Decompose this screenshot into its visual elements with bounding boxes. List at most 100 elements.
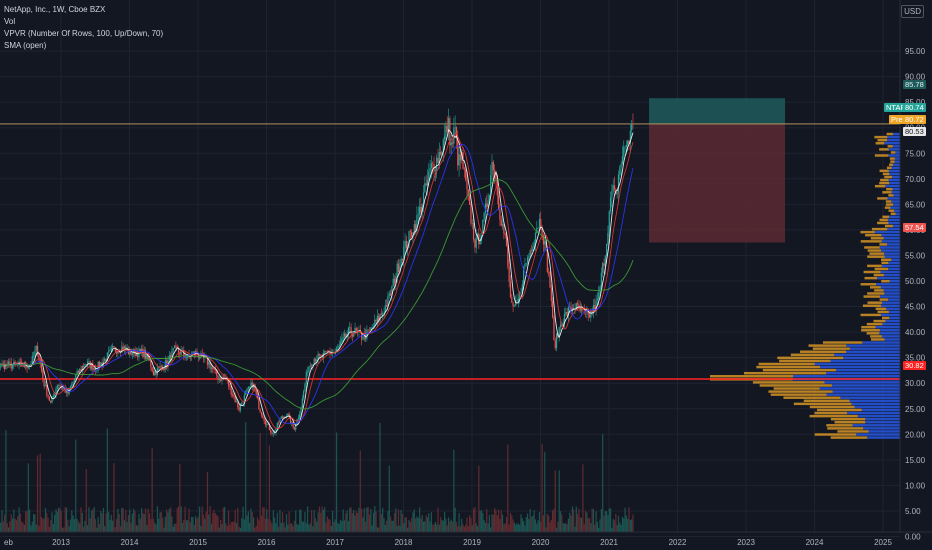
candle-body xyxy=(624,146,626,148)
volume-bar xyxy=(216,514,218,532)
candle-body xyxy=(325,350,327,352)
position-zones[interactable] xyxy=(649,98,785,243)
candle-body xyxy=(446,125,448,132)
candle-body xyxy=(458,154,460,166)
vpvr-down-row xyxy=(877,138,888,142)
vpvr-down-row xyxy=(770,393,827,396)
vpvr-up-row xyxy=(861,408,900,412)
candle-body xyxy=(206,357,209,365)
candle-body xyxy=(175,345,177,347)
time-axis[interactable]: eb 2013 2014 2015 2016 2017 2018 2019 2020 2021 20… xyxy=(0,531,932,547)
volume-bar xyxy=(152,518,155,532)
volume-bar xyxy=(521,518,523,532)
vpvr-down-row xyxy=(812,347,850,350)
candle-body xyxy=(55,388,57,395)
vpvr-down-row xyxy=(809,414,858,418)
volume-bar xyxy=(617,515,620,532)
vpvr-down-row xyxy=(863,270,881,274)
volume-bar xyxy=(97,517,99,532)
candle-body xyxy=(438,152,440,163)
volume-bar xyxy=(386,520,388,532)
vpvr-up-row xyxy=(887,243,900,246)
candle-body xyxy=(499,209,501,220)
volume-bar xyxy=(442,520,444,532)
candle-body xyxy=(222,376,224,378)
volume-bar xyxy=(416,516,418,532)
volume-bar xyxy=(262,507,264,532)
candle-body xyxy=(492,161,494,170)
vpvr-down-row xyxy=(803,399,850,403)
candle-body xyxy=(478,233,480,245)
volume-bar xyxy=(347,521,350,532)
volume-bar xyxy=(393,513,396,532)
vpvr-up-row xyxy=(830,359,900,363)
legend-title[interactable]: NetApp, Inc., 1W, Cboe BZX xyxy=(4,5,106,14)
candle-body xyxy=(574,309,576,311)
candle-body xyxy=(63,387,65,389)
candle-body xyxy=(129,349,131,355)
volume-bar xyxy=(355,511,357,532)
volume-bar xyxy=(185,520,188,532)
volume-bar xyxy=(218,527,220,532)
vpvr-up-row xyxy=(849,399,900,403)
volume-bar xyxy=(148,513,151,532)
x-tick-label: 2021 xyxy=(600,538,618,547)
volume-bar xyxy=(172,526,174,532)
candle-body xyxy=(192,351,194,354)
vpvr-down-row xyxy=(827,427,864,430)
candle-body xyxy=(73,378,76,382)
candle-body xyxy=(264,421,267,425)
candle-body xyxy=(536,228,538,233)
candle-body xyxy=(517,298,519,301)
vpvr-up-row xyxy=(877,276,900,280)
candle-body xyxy=(606,243,608,256)
volume-bar xyxy=(0,522,2,532)
volume-bar xyxy=(56,511,58,532)
candle-body xyxy=(235,401,238,402)
candle-body xyxy=(279,418,281,423)
volume-bar xyxy=(538,512,541,532)
volume-bar xyxy=(160,511,162,532)
volume-bar xyxy=(59,508,61,532)
candle-body xyxy=(110,347,112,350)
vpvr-up-row xyxy=(887,197,900,200)
volume-bar xyxy=(301,521,303,532)
volume-bar xyxy=(516,523,518,532)
legend-volume[interactable]: Vol xyxy=(4,17,16,26)
candle-body xyxy=(220,378,222,381)
vpvr-up-row xyxy=(887,227,900,231)
vpvr-down-row xyxy=(861,325,876,329)
volume-bar xyxy=(220,519,222,532)
vpvr-down-row xyxy=(867,264,882,268)
y-tick-label: 55.00 xyxy=(905,251,926,260)
currency-button[interactable]: USD xyxy=(901,5,924,18)
vpvr-up-row xyxy=(881,304,900,307)
vpvr-down-row xyxy=(759,384,832,387)
volume-bar xyxy=(15,519,18,532)
volume-bar xyxy=(51,512,53,532)
volume-bar xyxy=(509,512,512,532)
legend-vpvr[interactable]: VPVR (Number Of Rows, 100, Up/Down, 70) xyxy=(4,29,164,38)
candle-body xyxy=(263,418,265,422)
candle-body xyxy=(27,367,29,369)
legend-sma[interactable]: SMA (open) xyxy=(4,41,47,50)
candle-body xyxy=(538,219,541,228)
vpvr-up-row xyxy=(854,405,900,409)
volume-bar xyxy=(582,464,584,532)
volume-bar xyxy=(191,516,193,532)
volume-bar xyxy=(222,507,224,532)
candle-body xyxy=(362,339,364,341)
candle-body xyxy=(553,317,555,341)
vpvr-down-row xyxy=(880,178,889,182)
candle-body xyxy=(141,348,143,352)
volume-bar xyxy=(122,508,124,532)
volume-bar xyxy=(577,514,579,532)
vpvr-down-row xyxy=(881,258,892,261)
volume-bar xyxy=(73,519,76,532)
volume-bar xyxy=(584,510,587,532)
target-zone xyxy=(649,98,785,124)
candle-body xyxy=(71,383,73,387)
target-price-tag: 85.78 xyxy=(903,80,926,89)
volume-bar xyxy=(119,526,122,532)
